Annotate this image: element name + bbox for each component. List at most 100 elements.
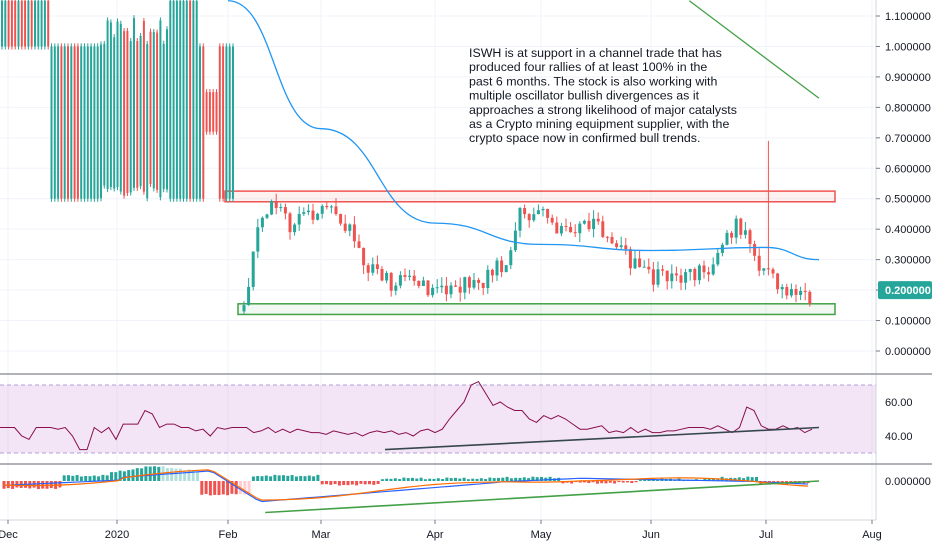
candle-body [587, 220, 591, 230]
candle-body [431, 287, 435, 296]
candle-body [185, 0, 188, 199]
rsi-panel [0, 380, 876, 454]
macd-histogram-bar [376, 481, 380, 485]
chart-annotation-line: as a Crypto mining equipment supplier, w… [469, 117, 729, 131]
macd-histogram-bar [264, 475, 268, 481]
macd-histogram-bar [501, 477, 505, 481]
macd-histogram-bar [256, 476, 260, 481]
macd-histogram-bar [320, 481, 324, 485]
price-tick-label: 1.000000 [885, 41, 931, 53]
candle-body [260, 217, 264, 228]
time-tick-label: Jul [759, 529, 773, 541]
candle-body [697, 265, 701, 281]
candle-body [799, 290, 803, 295]
candle-body [212, 92, 215, 132]
macd-histogram-bar [608, 481, 612, 483]
macd-histogram-bar [578, 481, 582, 483]
chart-annotation-line: ISWH is at support in a channel trade th… [469, 46, 722, 60]
candle-body [225, 46, 228, 199]
chart-annotation: ISWH is at support in a channel trade th… [469, 46, 737, 145]
macd-histogram-bar [118, 470, 122, 481]
candle-body [63, 46, 66, 199]
macd-histogram-bar [492, 478, 496, 481]
price-axis[interactable]: 1.100000 1.000000 0.900000 0.800000 0.700000… [875, 0, 932, 550]
candle-body [362, 247, 366, 266]
macd-histogram-bar [286, 475, 290, 481]
candle-body [274, 201, 278, 208]
price-tick-label: 0.800000 [885, 102, 931, 114]
macd-histogram-bar [466, 479, 470, 481]
macd-histogram-bar [419, 477, 423, 481]
candle-body [596, 218, 600, 222]
candle-body [133, 18, 135, 188]
macd-histogram-bar [226, 481, 230, 496]
macd-histogram-bar [303, 476, 307, 481]
macd-histogram-bar [213, 481, 217, 495]
candle-body [702, 265, 706, 273]
moving-average-line [227, 0, 820, 261]
candle-body [444, 285, 448, 295]
candle-body [789, 289, 793, 296]
price-zones [224, 190, 836, 316]
panel-separators[interactable] [0, 373, 932, 465]
macd-histogram-bar [630, 481, 634, 484]
candle-body [228, 46, 231, 199]
time-tick-label: Jun [642, 529, 660, 541]
macd-tick-label: 0.000000 [885, 476, 931, 488]
candle-body [199, 46, 201, 199]
macd-histogram-bar [742, 478, 746, 481]
moving-average-line [688, 0, 820, 99]
candle-body [725, 232, 729, 245]
macd-histogram-bar [368, 481, 371, 485]
macd-divergence-line [265, 480, 820, 514]
candle-body [408, 275, 412, 277]
candle-body [385, 272, 389, 281]
candle-body [550, 217, 554, 223]
candle-body [232, 46, 234, 199]
last-price-badge-bg [878, 281, 932, 300]
price-tick-label: 0.900000 [885, 72, 931, 84]
candle-body [136, 41, 139, 188]
candle-body [454, 285, 458, 287]
candle-body [50, 46, 53, 199]
support-zone [237, 303, 836, 316]
candle-body [559, 226, 563, 234]
candle-body [357, 241, 361, 248]
chart-annotation-line: crypto space now in confirmed bull trend… [469, 131, 700, 145]
candle-body [352, 224, 356, 242]
macd-histogram-bar [423, 479, 427, 481]
candle-body [103, 43, 106, 186]
rsi-band [0, 384, 876, 454]
rsi-band-fill [0, 385, 876, 453]
macd-histogram-bar [475, 478, 479, 481]
candle-body [794, 289, 798, 295]
time-axis-ticks: Dec 2020 Feb Mar Apr May Jun Jul Aug [0, 520, 882, 541]
candle-body [283, 207, 287, 214]
rsi-tick-label: 40.00 [885, 431, 913, 443]
candle-body [665, 270, 669, 282]
macd-histogram-bar [406, 478, 410, 481]
candle-body [109, 22, 112, 188]
candle-body [247, 286, 251, 306]
candle-body [757, 255, 761, 271]
macd-histogram-bar [140, 468, 144, 481]
macd-histogram-bar [462, 477, 466, 481]
candle-body [366, 265, 370, 273]
candle-body [218, 46, 221, 199]
candle-body [30, 0, 33, 47]
macd-histogram-bar [703, 478, 707, 481]
macd-histogram-bar [75, 475, 79, 481]
macd-histogram-bar [617, 481, 621, 483]
candle-body [582, 220, 586, 224]
macd-histogram-bar [290, 475, 294, 481]
candle-body [96, 46, 99, 199]
candle-body [615, 243, 619, 248]
candle-body [80, 46, 83, 199]
candle-body [334, 206, 338, 214]
price-grid [0, 0, 876, 520]
candle-body [57, 46, 60, 199]
macd-histogram-bar [92, 475, 96, 481]
candle-body [70, 46, 73, 199]
candle-body [67, 46, 69, 199]
time-axis[interactable]: Dec 2020 Feb Mar Apr May Jun Jul Aug [0, 519, 882, 541]
